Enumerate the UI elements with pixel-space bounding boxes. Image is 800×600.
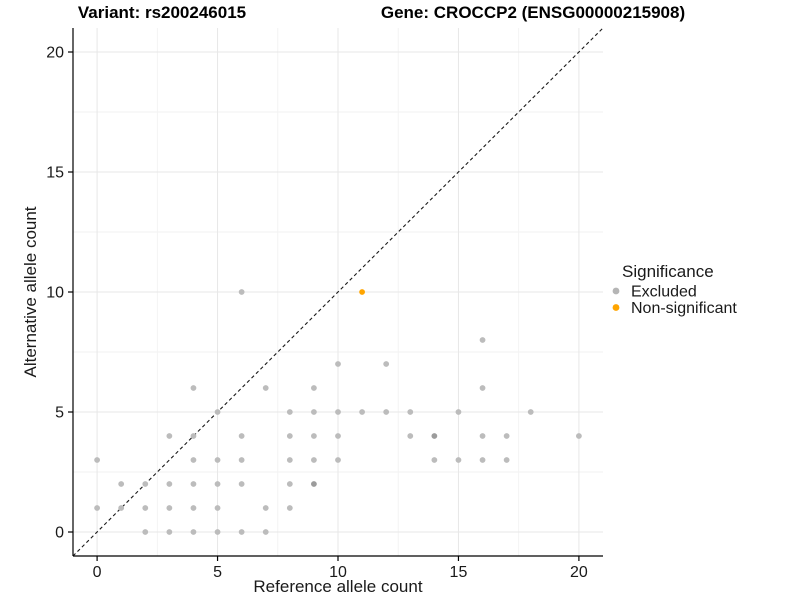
data-point-excluded [238,289,245,295]
data-point-excluded [311,481,317,487]
y-tick-label: 20 [46,45,64,62]
plot-title-variant: Variant: rs200246015 [78,3,246,22]
data-point-excluded [238,433,245,439]
data-point-excluded [142,529,149,535]
data-points [94,289,582,535]
data-point-excluded [166,505,173,511]
data-point-excluded [238,457,245,463]
data-point-excluded [166,529,173,535]
data-point-excluded [383,361,390,367]
legend-label-excluded: Excluded [631,284,697,301]
data-point-excluded [359,409,365,415]
data-point-excluded [190,529,197,535]
data-point-excluded [214,505,221,511]
data-point-excluded [335,361,341,367]
y-axis-title: Alternative allele count [21,206,40,377]
data-point-excluded [94,457,100,463]
x-tick-label: 0 [93,564,102,581]
data-point-excluded [431,433,438,439]
data-point-excluded [238,529,245,535]
x-tick-label: 5 [213,564,222,581]
data-point-excluded [311,457,317,463]
legend-title: Significance [622,262,714,281]
data-point-excluded [455,409,462,415]
data-point-excluded [479,457,486,463]
data-point-excluded [311,409,317,415]
data-point-excluded [311,433,317,439]
x-axis-title: Reference allele count [253,577,422,596]
x-tick-label: 20 [570,564,588,581]
data-point-excluded [479,433,486,439]
y-tick-label: 15 [46,165,64,182]
data-point-excluded [166,433,173,439]
data-point-excluded [286,433,293,439]
data-point-excluded [238,481,245,487]
data-point-excluded [214,529,221,535]
data-point-excluded [214,481,221,487]
data-point-excluded [286,481,293,487]
identity-dashed-line [72,27,604,557]
legend-key-excluded-icon [612,287,620,295]
data-point-excluded [262,529,269,535]
y-tick-label: 5 [55,405,64,422]
tick-labels: 0 5 10 15 20 0 5 10 15 20 [46,45,588,582]
data-point-excluded [407,433,414,439]
data-point-excluded [286,457,293,463]
data-point-excluded [431,457,438,463]
data-point-non-significant [359,289,365,295]
data-point-excluded [118,481,125,487]
legend-key-non-significant-icon [612,304,620,311]
grid-major-lines [73,28,603,556]
x-tick-label: 10 [329,564,347,581]
data-point-excluded [503,433,510,439]
data-point-excluded [286,409,293,415]
data-point-excluded [94,505,100,511]
plot-title-gene: Gene: CROCCP2 (ENSG00000215908) [381,3,685,22]
data-point-excluded [190,433,197,439]
data-point-excluded [479,337,486,343]
data-point-excluded [286,505,293,511]
data-point-excluded [142,481,149,487]
x-tick-label: 15 [450,564,468,581]
legend: Significance Excluded Non-significant [612,262,737,317]
data-point-excluded [190,385,197,391]
data-point-excluded [383,409,390,415]
data-point-excluded [190,481,197,487]
data-point-excluded [527,409,534,415]
axes [68,28,603,561]
data-point-excluded [311,385,317,391]
data-point-excluded [262,505,269,511]
data-point-excluded [190,457,197,463]
data-point-excluded [479,385,486,391]
data-point-excluded [166,481,173,487]
data-point-excluded [335,457,341,463]
data-point-excluded [214,457,221,463]
data-point-excluded [503,457,510,463]
y-tick-label: 10 [46,285,64,302]
data-point-excluded [455,457,462,463]
data-point-excluded [335,433,341,439]
legend-item-non-significant: Non-significant [612,300,737,317]
data-point-excluded [190,505,197,511]
legend-label-non-significant: Non-significant [631,300,737,317]
legend-item-excluded: Excluded [612,284,697,301]
data-point-excluded [214,409,221,415]
data-point-excluded [142,505,149,511]
data-point-excluded [576,433,582,439]
data-point-excluded [262,385,269,391]
y-tick-label: 0 [55,525,64,542]
data-point-excluded [118,505,125,511]
data-point-excluded [407,409,414,415]
data-point-excluded [335,409,341,415]
identity-dashed-line [72,27,604,557]
